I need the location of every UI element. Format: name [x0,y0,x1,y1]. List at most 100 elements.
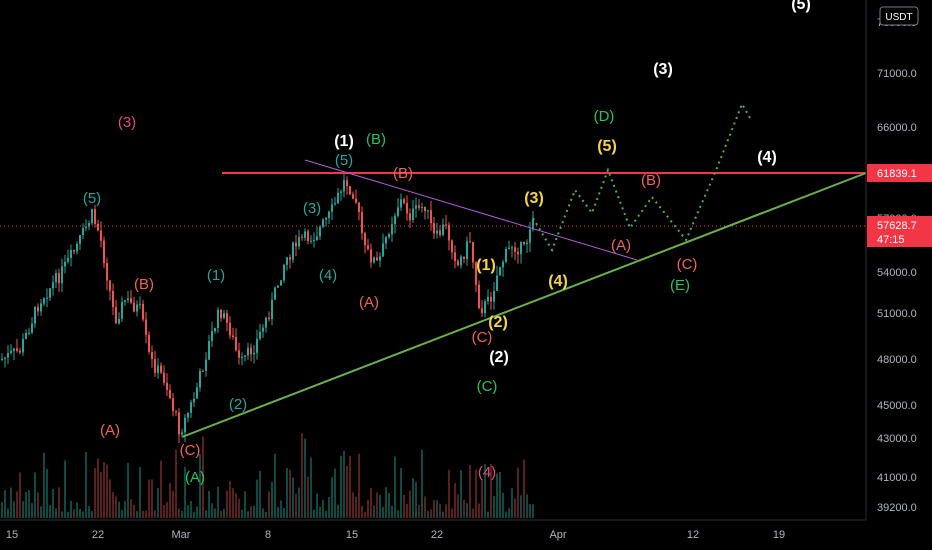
wave-label: (3) [524,190,544,207]
price-tick-label: 71000.0 [877,68,917,80]
candle-body [31,323,33,333]
volume-bar [232,488,234,518]
volume-bar [310,457,312,518]
candle-body [229,322,231,336]
candle-body [49,288,51,298]
volume-bar [511,488,513,518]
volume-bar [439,503,441,518]
candle-body [280,280,282,286]
volume-bar [430,509,432,518]
volume-bar [13,501,15,518]
volume-bar [424,496,426,518]
candle-body [418,205,420,208]
countdown-text: 47:15 [877,234,905,246]
volume-bar [139,467,141,518]
candle-body [259,331,261,339]
volume-bar [409,490,411,518]
candle-body [184,417,186,433]
wave-label: (B) [641,172,661,189]
time-tick-label: 12 [687,529,699,541]
candle-body [496,275,498,291]
volume-bar [349,455,351,518]
wave-label: (1) [207,267,225,284]
volume-bar [463,499,465,518]
time-axis[interactable] [0,520,932,550]
candle-body [55,273,57,283]
volume-bar [94,467,96,518]
volume-bar [109,479,111,518]
wave-label: (C) [477,378,498,395]
candle-body [451,240,453,253]
candle-body [1,358,3,360]
candle-body [100,230,102,241]
candle-body [316,236,318,241]
candle-body [196,387,198,399]
candle-body [214,327,216,332]
price-tick-label: 51000.0 [877,308,917,320]
wave-label: (5) [335,152,353,169]
candle-body [244,355,246,357]
candle-body [241,356,243,358]
volume-bar [328,496,330,518]
price-tick-label: 39200.0 [877,502,917,514]
volume-bar [370,487,372,518]
volume-bar [73,509,75,518]
currency-selector[interactable]: USDT [879,6,919,26]
wave-label: (5) [83,190,101,207]
volume-bar [226,490,228,518]
candle-body [334,203,336,205]
wave-label: (1) [476,257,496,274]
volume-bar [289,469,291,518]
volume-bar [169,482,171,518]
wave-label: (D) [594,108,615,125]
candle-body [121,301,123,319]
volume-bar [175,449,177,518]
candle-body [391,224,393,235]
volume-bar [469,465,471,518]
time-tick-label: 22 [431,529,443,541]
volume-bar [415,482,417,518]
candle-body [205,359,207,371]
wave-label: (2) [229,396,247,413]
candle-body [58,273,60,284]
candle-body [271,299,273,320]
wave-label: (C) [472,329,493,346]
volume-bar [394,456,396,518]
volume-bar [115,496,117,518]
volume-bar [154,510,156,518]
volume-bar [103,462,105,518]
volume-bar [253,505,255,518]
volume-bar [181,510,183,518]
candle-body [484,301,486,314]
volume-bar [187,505,189,518]
candle-body [154,358,156,373]
volume-bar [343,450,345,518]
candle-body [469,241,471,243]
volume-bar [472,508,474,518]
candle-body [400,199,402,208]
volume-bar [298,487,300,518]
volume-bar [286,467,288,518]
volume-bar [322,499,324,518]
volume-bar [76,502,78,518]
volume-bar [250,506,252,518]
volume-bar [40,506,42,518]
volume-bar [172,490,174,518]
wave-label: (5) [791,0,811,13]
price-tick-label: 43000.0 [877,433,917,445]
volume-bar [43,452,45,518]
volume-bar [229,481,231,518]
candle-body [61,266,63,284]
candle-body [337,192,339,204]
price-axis[interactable] [866,0,932,520]
candle-body [142,303,144,320]
candle-body [28,332,30,334]
candle-body [256,338,258,353]
volume-bar [34,472,36,518]
candle-body [433,223,435,234]
volume-bars [1,433,534,518]
candle-body [403,199,405,204]
candle-body [253,352,255,355]
